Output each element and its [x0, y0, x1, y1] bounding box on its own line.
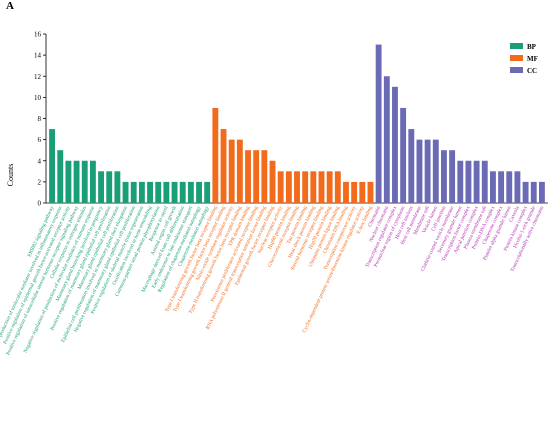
y-tick-label: 16 [34, 31, 42, 39]
bar-mf-17 [343, 181, 349, 204]
legend-label-cc: CC [527, 67, 537, 75]
y-tick-label: 10 [34, 94, 42, 102]
bar-cc-5 [408, 129, 415, 203]
bar-mf-2 [220, 129, 227, 203]
bar-mf-16 [334, 171, 341, 203]
y-axis-label: Counts [6, 164, 15, 187]
bar-bp-11 [130, 181, 137, 204]
bar-cc-20 [530, 181, 537, 204]
y-tick-label: 0 [38, 200, 42, 208]
legend-label-bp: BP [527, 43, 537, 51]
bar-bp-16 [171, 181, 178, 204]
bar-bp-20 [204, 181, 211, 204]
legend-swatch-cc [510, 67, 523, 73]
bar-bp-9 [114, 171, 121, 203]
bar-mf-12 [302, 171, 309, 203]
bar-cc-13 [473, 160, 480, 203]
bar-cc-15 [490, 171, 496, 203]
bar-mf-1 [212, 107, 219, 203]
bar-bp-19 [196, 181, 202, 204]
bar-cc-9 [441, 150, 447, 203]
bar-mf-8 [269, 160, 276, 203]
bar-bp-14 [155, 181, 162, 204]
bars [49, 44, 545, 204]
legend: BP MF CC [510, 43, 538, 75]
bar-cc-7 [424, 139, 431, 204]
bar-bp-7 [98, 171, 105, 203]
bar-mf-5 [245, 150, 251, 203]
legend-swatch-bp [510, 43, 523, 49]
y-tick-label: 8 [38, 115, 42, 123]
bar-bp-13 [147, 181, 153, 204]
y-tick-label: 14 [34, 52, 42, 60]
y-tick-label: 4 [38, 157, 42, 165]
bar-bp-2 [57, 150, 64, 203]
bar-mf-20 [367, 181, 374, 204]
bar-mf-14 [318, 171, 325, 203]
bar-cc-8 [432, 139, 439, 204]
bar-bp-6 [89, 160, 96, 203]
bar-cc-18 [514, 171, 521, 203]
bar-bp-3 [65, 160, 72, 203]
bar-bp-12 [138, 181, 145, 204]
bar-mf-11 [294, 171, 300, 203]
bar-cc-16 [498, 171, 505, 203]
bar-cc-4 [400, 107, 407, 203]
bar-mf-10 [285, 171, 292, 203]
legend-label-mf: MF [527, 55, 538, 63]
bar-mf-4 [236, 139, 243, 204]
bar-mf-3 [228, 139, 235, 204]
bar-bp-10 [122, 181, 129, 204]
bar-cc-21 [538, 181, 545, 204]
bar-bp-17 [179, 181, 186, 204]
y-tick-label: 6 [38, 136, 42, 144]
panel-letter: A [6, 0, 14, 12]
bar-cc-17 [506, 171, 513, 203]
bar-cc-6 [416, 139, 423, 204]
bar-mf-6 [253, 150, 260, 203]
bar-bp-15 [163, 181, 170, 204]
bar-mf-19 [359, 181, 366, 204]
bar-cc-2 [383, 76, 390, 203]
bar-cc-14 [481, 160, 488, 203]
bar-mf-18 [351, 181, 358, 204]
bar-bp-8 [106, 171, 113, 203]
bar-cc-12 [465, 160, 472, 203]
bar-mf-7 [261, 150, 268, 203]
bar-mf-15 [326, 171, 333, 203]
bar-cc-11 [457, 160, 464, 203]
bar-bp-18 [187, 181, 194, 204]
bar-cc-3 [392, 86, 398, 203]
bar-mf-9 [277, 171, 284, 203]
bar-cc-1 [375, 44, 382, 204]
y-tick-label: 2 [38, 178, 42, 186]
bar-bp-1 [49, 129, 56, 203]
bar-cc-19 [522, 181, 529, 204]
bar-mf-13 [310, 171, 317, 203]
legend-swatch-mf [510, 55, 523, 61]
bar-bp-5 [81, 160, 88, 203]
bar-bp-4 [73, 160, 80, 203]
x-tick-labels: ERBB2 signaling pathwayRegulation of pro… [0, 204, 545, 365]
bar-cc-10 [449, 150, 456, 203]
y-tick-label: 12 [34, 73, 42, 81]
